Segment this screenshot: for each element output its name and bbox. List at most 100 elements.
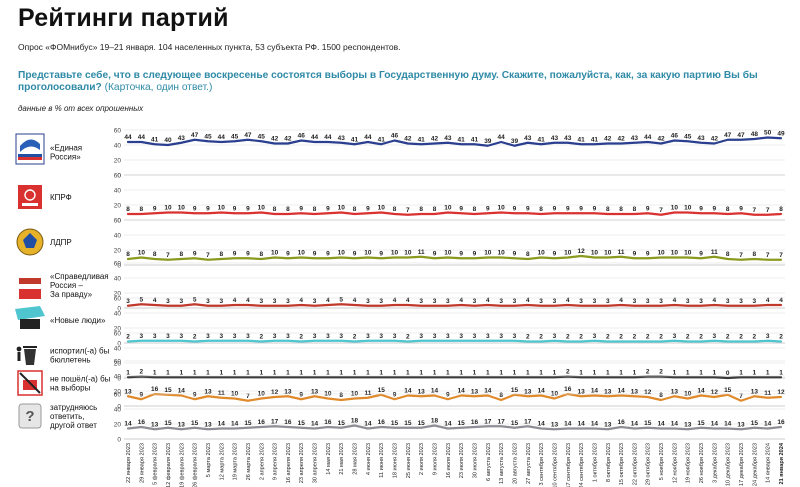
x-tick-label: 19 марта 2023	[233, 443, 239, 480]
series-label-line: испортил(-а) бы	[50, 347, 110, 356]
flag-stripe-blue	[18, 154, 42, 157]
data-label: 1	[553, 369, 557, 376]
data-label: 1	[486, 369, 490, 376]
series-line	[126, 136, 783, 147]
data-label: 4	[673, 297, 677, 304]
data-label: 2	[646, 369, 650, 376]
data-label: 9	[140, 391, 144, 398]
data-label: 9	[326, 205, 330, 212]
data-label: 13	[418, 388, 426, 395]
data-label: 45	[231, 133, 239, 140]
data-label: 17	[524, 418, 532, 425]
data-label: 12	[777, 389, 785, 396]
data-label: 11	[764, 390, 771, 397]
x-tick-label: 5 февраля 2023	[153, 443, 159, 485]
data-label: 1	[513, 369, 517, 376]
data-label: 10	[271, 250, 279, 257]
x-tick-label: 5 ноября 2023	[659, 443, 665, 480]
x-tick-label: 1 октября 2023	[592, 443, 598, 482]
x-tick-label: 12 марта 2023	[219, 443, 225, 480]
data-label: 10	[671, 205, 679, 212]
data-label: 4	[153, 297, 157, 304]
data-label: 15	[404, 420, 412, 427]
data-label: 43	[178, 135, 186, 142]
data-label: 3	[739, 298, 743, 305]
data-label: 4	[713, 297, 717, 304]
data-label: 9	[459, 250, 463, 257]
kprf-text-bar	[22, 203, 38, 206]
data-label: 9	[353, 250, 357, 257]
data-label: 13	[551, 421, 559, 428]
data-label: 10	[657, 250, 665, 257]
data-label: 14	[697, 388, 705, 395]
x-tick-label: 29 октября 2023	[646, 443, 652, 485]
data-label: 3	[766, 333, 770, 340]
data-label: 3	[179, 298, 183, 305]
data-label: 14	[764, 421, 772, 428]
data-label: 3	[486, 333, 490, 340]
series-line	[126, 392, 783, 402]
data-label: 3	[593, 298, 597, 305]
data-label: 44	[324, 134, 332, 141]
data-label: 2	[126, 334, 130, 341]
person-head-icon	[16, 346, 22, 352]
data-label: 44	[124, 134, 132, 141]
data-label: 43	[444, 135, 452, 142]
data-label: 9	[193, 391, 197, 398]
data-label: 14	[484, 388, 492, 395]
data-label: 3	[473, 333, 477, 340]
data-label: 3	[459, 333, 463, 340]
data-label: 9	[153, 205, 157, 212]
data-label: 44	[644, 134, 652, 141]
data-label: 3	[313, 298, 317, 305]
x-tick-label: 29 января 2023	[139, 443, 145, 483]
x-tick-label: 30 апреля 2023	[313, 443, 319, 483]
data-label: 9	[299, 391, 303, 398]
y-tick-label: 40	[114, 310, 122, 317]
series-label-line: Россия»	[50, 153, 81, 162]
data-label: 8	[753, 251, 757, 258]
data-label: 13	[684, 421, 692, 428]
data-label: 15	[391, 420, 399, 427]
series-label: КПРФ	[50, 193, 72, 202]
data-label: 45	[204, 133, 212, 140]
data-label: 13	[737, 421, 745, 428]
x-tick-label: 12 февраля 2023	[166, 443, 172, 487]
data-label: 1	[713, 369, 717, 376]
data-label: 1	[619, 369, 623, 376]
data-label: 3	[273, 333, 277, 340]
data-label: 1	[126, 369, 130, 376]
data-label: 1	[473, 369, 477, 376]
data-label: 4	[486, 297, 490, 304]
flag-stripe-red	[18, 157, 42, 160]
data-label: 9	[646, 250, 650, 257]
data-label: 16	[471, 419, 479, 426]
data-label: 3	[206, 298, 210, 305]
data-label: 3	[593, 333, 597, 340]
data-label: 1	[499, 369, 503, 376]
x-tick-label: 18 июня 2023	[393, 443, 399, 478]
x-tick-label: 15 октября 2023	[619, 443, 625, 485]
data-label: 3	[246, 333, 250, 340]
data-label: 3	[179, 333, 183, 340]
data-label: 3	[379, 298, 383, 305]
data-label: 15	[378, 387, 386, 394]
data-label: 1	[259, 369, 263, 376]
data-label: 8	[126, 251, 130, 258]
data-label: 2	[579, 334, 583, 341]
data-label: 1	[606, 369, 610, 376]
data-label: 8	[659, 392, 663, 399]
data-label: 1	[419, 369, 423, 376]
data-label: 9	[193, 205, 197, 212]
data-label: 3	[286, 298, 290, 305]
data-label: 3	[379, 333, 383, 340]
data-label: 43	[338, 135, 346, 142]
y-tick-label: 0	[117, 436, 121, 443]
data-label: 3	[753, 298, 757, 305]
data-label: 41	[577, 136, 585, 143]
data-label: 14	[444, 421, 452, 428]
x-tick-label: 8 октября 2023	[606, 443, 612, 482]
data-label: 2	[299, 334, 303, 341]
y-tick-label: 60	[114, 295, 122, 302]
question-note: (Карточка, один ответ.)	[104, 82, 213, 93]
